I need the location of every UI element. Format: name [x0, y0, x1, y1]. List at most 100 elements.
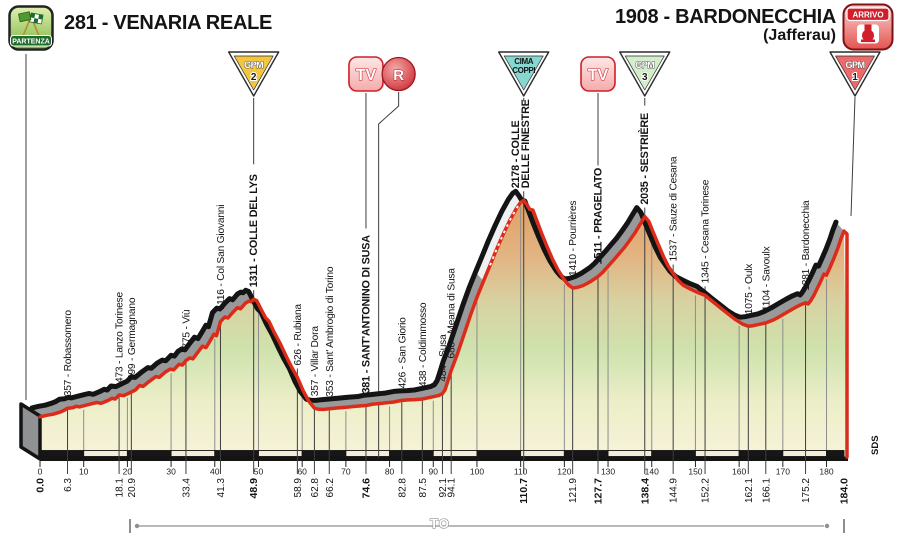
scale-bar-segment [301, 450, 347, 457]
scale-bar-segment [345, 450, 391, 457]
x-axis [40, 456, 848, 461]
km-label: 152.2 [701, 478, 712, 503]
scale-bar-segment [83, 450, 128, 457]
km-label: 58.9 [293, 478, 304, 498]
km-label: 6.3 [63, 478, 74, 492]
waypoint-label: 626 - Rubiana [293, 304, 304, 366]
waypoint-label: 381 - SANT'ANTONINO DI SUSA [360, 235, 372, 394]
waypoint-label: DELLE FINESTRE [520, 99, 532, 188]
axis-tick-label: 130 [601, 467, 615, 477]
waypoint-label: 1410 - Pourrières [568, 201, 579, 276]
waypoint-label: 1511 - PRAGELATO [592, 168, 604, 265]
scale-bar-segment [476, 450, 522, 457]
scale-bar-segment [694, 450, 740, 457]
axis-tick-label: 100 [470, 467, 484, 477]
scale-bar-segment [126, 450, 172, 457]
svg-text:3: 3 [642, 72, 648, 83]
profile-start-cap [19, 402, 42, 461]
axis-tick-label: 180 [819, 467, 833, 477]
arrivo-icon: ARRIVO [842, 3, 894, 51]
scale-bar-segment [520, 450, 565, 457]
svg-text:GPM: GPM [244, 60, 263, 70]
finish-title: 1908 - BARDONECCHIA [614, 6, 836, 28]
axis-tick-label: 90 [429, 467, 439, 477]
waypoint-label: 1345 - Cesana Torinese [701, 179, 712, 283]
km-label: 62.8 [310, 478, 321, 498]
arrivo-badge-label: ARRIVO [852, 11, 883, 20]
km-label: 92.1 [438, 478, 449, 498]
svg-text:GPM: GPM [845, 60, 864, 70]
finish-header: 1908 - BARDONECCHIA (Jafferau) ARRIVO [615, 3, 894, 51]
waypoint-label: 2178 - COLLE [510, 120, 522, 188]
scale-bar-segment [258, 450, 303, 457]
finish-subtitle: (Jafferau) [763, 27, 836, 44]
waypoint-label: 357 - Villar Dora [310, 326, 321, 397]
svg-text:COPPI: COPPI [512, 66, 535, 75]
scale-bar-segment [738, 450, 784, 457]
km-label: 20.9 [127, 478, 138, 498]
km-label: 94.1 [447, 478, 458, 498]
waypoint-label: 1104 - Savoulx [761, 246, 772, 311]
waypoint-label: 473 - Lanzo Torinese [115, 291, 126, 382]
axis-tick-label: 170 [776, 467, 790, 477]
km-label: 166.1 [761, 478, 772, 503]
axis-tick-label: 150 [688, 467, 702, 477]
svg-text:1: 1 [852, 72, 858, 83]
credit-label: SDS [870, 435, 881, 455]
waypoint-label: 426 - San Giorio [397, 317, 408, 389]
km-label: 82.8 [397, 478, 408, 498]
scale-bar-segment [170, 450, 216, 457]
scale-bar-segment [826, 450, 845, 457]
km-label: 66.2 [325, 478, 336, 498]
province-label: TO [430, 516, 450, 531]
waypoint-label: 438 - Coldimmosso [418, 302, 429, 387]
svg-text:GPM: GPM [635, 60, 654, 70]
svg-text:CIMA: CIMA [514, 57, 533, 66]
refreshment-r-icon: R [381, 56, 416, 92]
waypoint-label: 1281 - Bardonecchia [801, 200, 812, 291]
waypoint-label: 357 - Robassomero [63, 310, 74, 397]
scale-bar-segment [563, 450, 609, 457]
axis-tick-label: 160 [732, 467, 746, 477]
axis-tick-label: 110 [514, 467, 528, 477]
km-label: 87.5 [418, 478, 429, 498]
scale-bar-segment [389, 450, 434, 457]
crossed-flags-icon [18, 11, 44, 37]
icon-connector-line [850, 96, 856, 217]
svg-text:2: 2 [251, 72, 257, 83]
profile-red-line [38, 198, 849, 459]
axis-tick-label: 30 [166, 467, 176, 477]
scale-bar-segment [432, 450, 478, 457]
profile-ribbon [32, 191, 844, 417]
waypoint-label: 2035 - SESTRIÈRE [638, 113, 651, 205]
province-bracket-dot [824, 523, 830, 529]
km-label: 138.4 [639, 478, 651, 504]
axis-tick-label: 40 [210, 467, 220, 477]
svg-text:TV: TV [356, 67, 377, 84]
waypoint-label: 1537 - Sauze di Cesana [669, 156, 680, 261]
axis-tick-label: 50 [254, 467, 264, 477]
tv-2-icon: TV [580, 56, 616, 92]
km-label: 33.4 [181, 478, 192, 498]
km-label: 74.6 [360, 478, 372, 499]
svg-text:TV: TV [588, 67, 609, 84]
km-label: 41.3 [216, 478, 227, 498]
finish-gate-icon [857, 24, 879, 44]
r-connector-line [378, 92, 400, 458]
profile-top-line [29, 188, 839, 411]
province-bracket-dot [134, 523, 140, 529]
gpm-1-icon: GPM 1 [829, 51, 881, 97]
axis-tick-label: 80 [385, 467, 395, 477]
km-label: 175.2 [801, 478, 812, 503]
svg-text:R: R [393, 67, 404, 84]
partenza-badge-label: PARTENZA [12, 39, 50, 46]
km-label: 184.0 [839, 478, 851, 504]
km-label: 48.9 [248, 478, 260, 499]
gravel-dashes [489, 201, 522, 266]
axis-tick-label: 70 [341, 467, 351, 477]
km-label: 162.1 [744, 478, 755, 503]
waypoint-label: 353 - Sant' Ambrogio di Torino [325, 266, 336, 397]
